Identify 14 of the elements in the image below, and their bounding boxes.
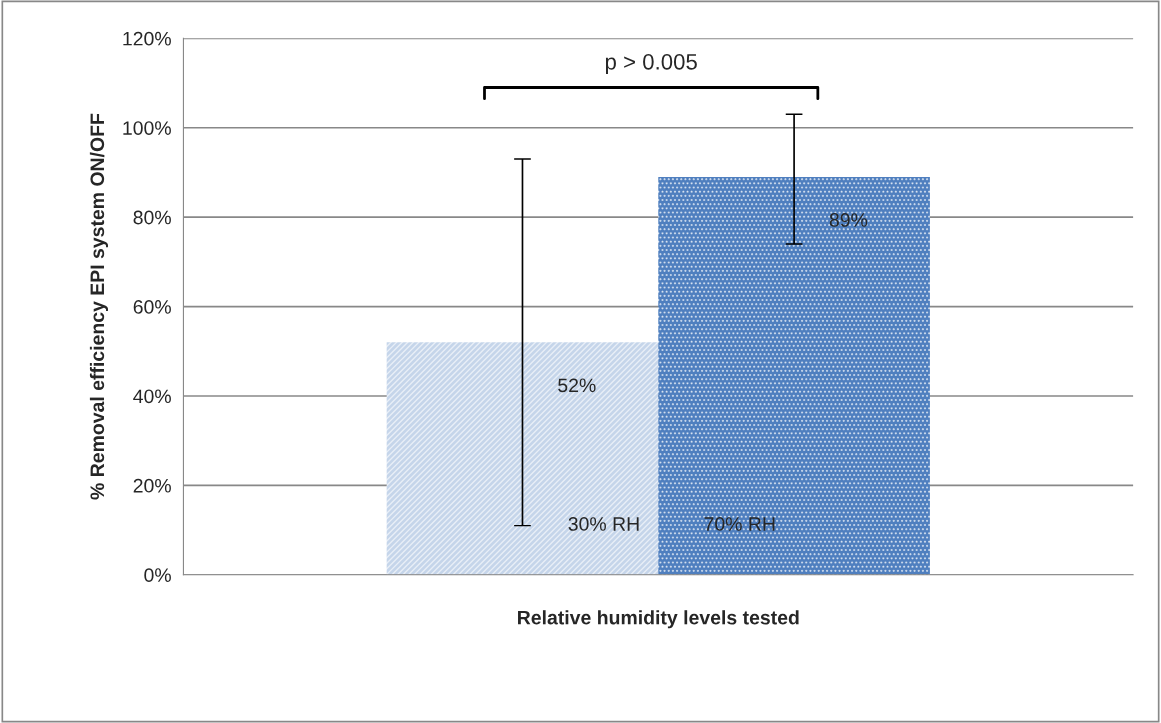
y-tick-label: 120% (123, 31, 171, 46)
series-label: 70% RH (704, 517, 775, 531)
data-label: 89% (829, 213, 868, 227)
y-tick-label: 20% (133, 478, 171, 493)
y-tick-label: 40% (133, 389, 171, 404)
series-label: 30% RH (568, 517, 639, 531)
y-tick-label: 100% (123, 121, 171, 135)
data-label: 52% (558, 378, 596, 393)
x-axis-title: Relative humidity levels tested (518, 610, 799, 629)
y-axis-title: % Removal efficiency EPI system ON/OFF (89, 113, 109, 500)
y-tick-label: 80% (133, 210, 171, 225)
y-tick-label: 60% (133, 300, 171, 314)
annotation: p > 0.005 (605, 53, 697, 75)
y-tick-label: 0% (144, 568, 171, 583)
